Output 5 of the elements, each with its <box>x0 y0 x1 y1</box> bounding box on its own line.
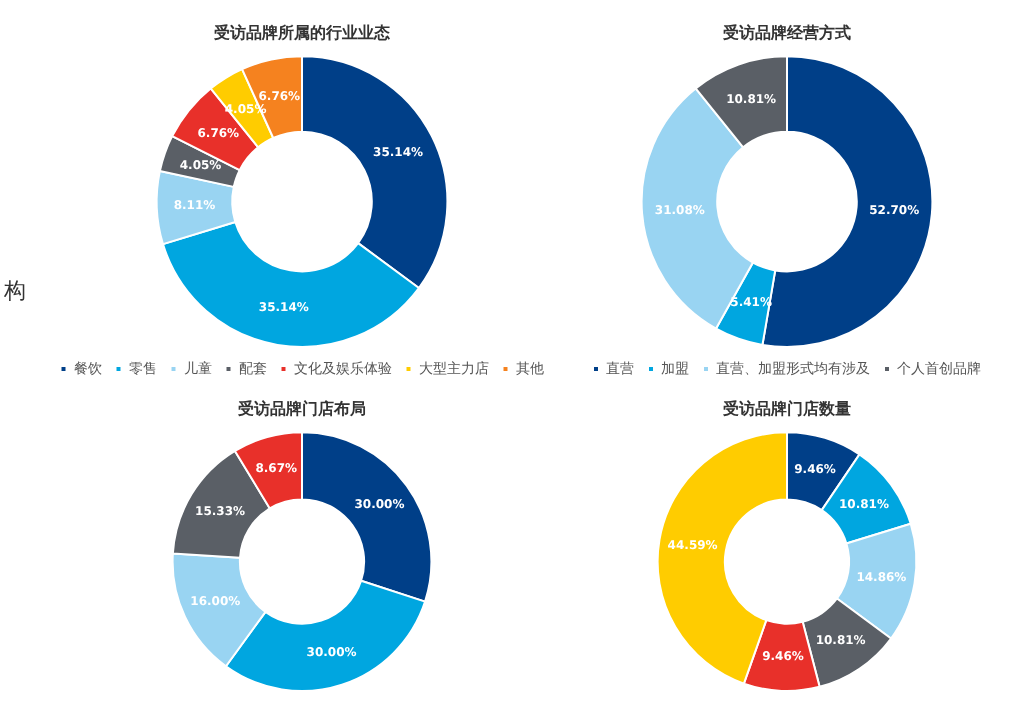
text: 构 <box>4 276 26 306</box>
chart-title: 受访品牌门店布局 <box>236 397 366 418</box>
chart-title: 受访品牌所属的行业业态 <box>212 21 392 42</box>
chart-title: 受访品牌门店数量 <box>721 397 851 418</box>
chart-title: 受访品牌经营方式 <box>721 21 851 42</box>
